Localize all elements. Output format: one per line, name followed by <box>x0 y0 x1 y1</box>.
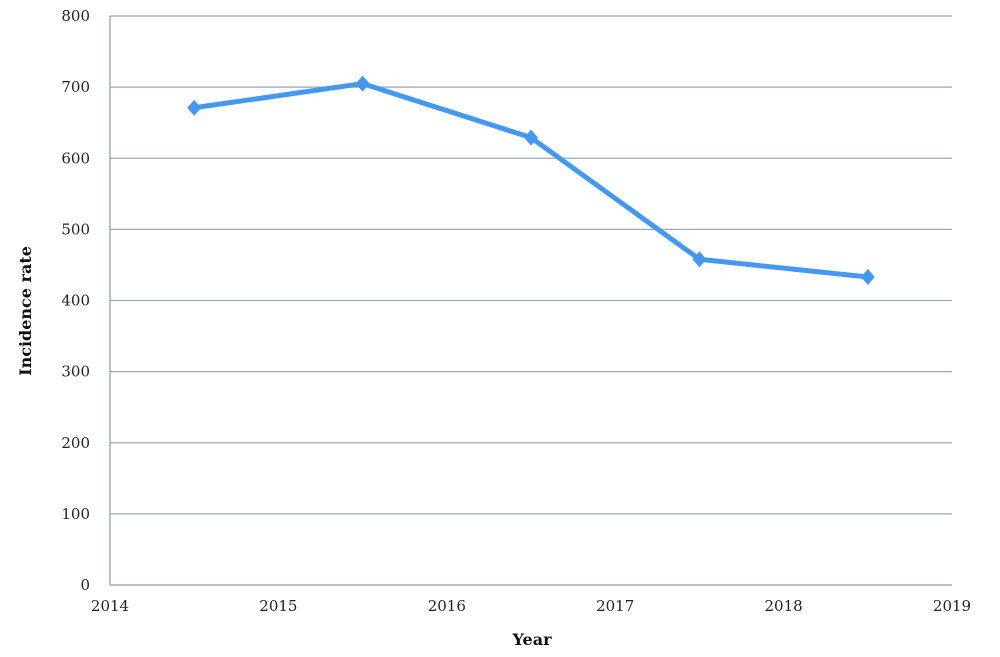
data-point-marker <box>187 99 202 116</box>
series <box>187 75 875 286</box>
y-tick-label: 600 <box>61 149 90 167</box>
y-tick-label: 400 <box>61 292 90 310</box>
x-tick-label: 2016 <box>428 597 466 615</box>
axes <box>109 16 952 586</box>
x-tick-label: 2014 <box>91 597 129 615</box>
data-point-marker <box>860 269 875 286</box>
y-tick-label: 200 <box>61 434 90 452</box>
y-tick-label: 300 <box>61 363 90 381</box>
y-axis-title: Incidence rate <box>16 246 35 376</box>
x-tick-label: 2017 <box>596 597 634 615</box>
y-tick-label: 0 <box>80 576 90 594</box>
data-point-marker <box>355 75 370 92</box>
data-point-marker <box>692 251 707 268</box>
y-tick-label: 800 <box>61 7 90 25</box>
gridlines <box>110 15 952 515</box>
x-tick-label: 2019 <box>933 597 971 615</box>
series-line <box>191 81 871 280</box>
y-tick-label: 500 <box>61 220 90 238</box>
x-tick-label: 2018 <box>765 597 803 615</box>
y-tick-label: 700 <box>61 78 90 96</box>
y-tick-labels: 0 100 200 300 400 500 600 700 800 <box>61 7 90 594</box>
x-tick-label: 2015 <box>259 597 297 615</box>
x-tick-labels: 2014 2015 2016 2017 2018 2019 <box>91 597 971 615</box>
data-point-marker <box>524 129 538 146</box>
y-tick-label: 100 <box>61 505 90 523</box>
x-axis-title: Year <box>511 630 552 649</box>
